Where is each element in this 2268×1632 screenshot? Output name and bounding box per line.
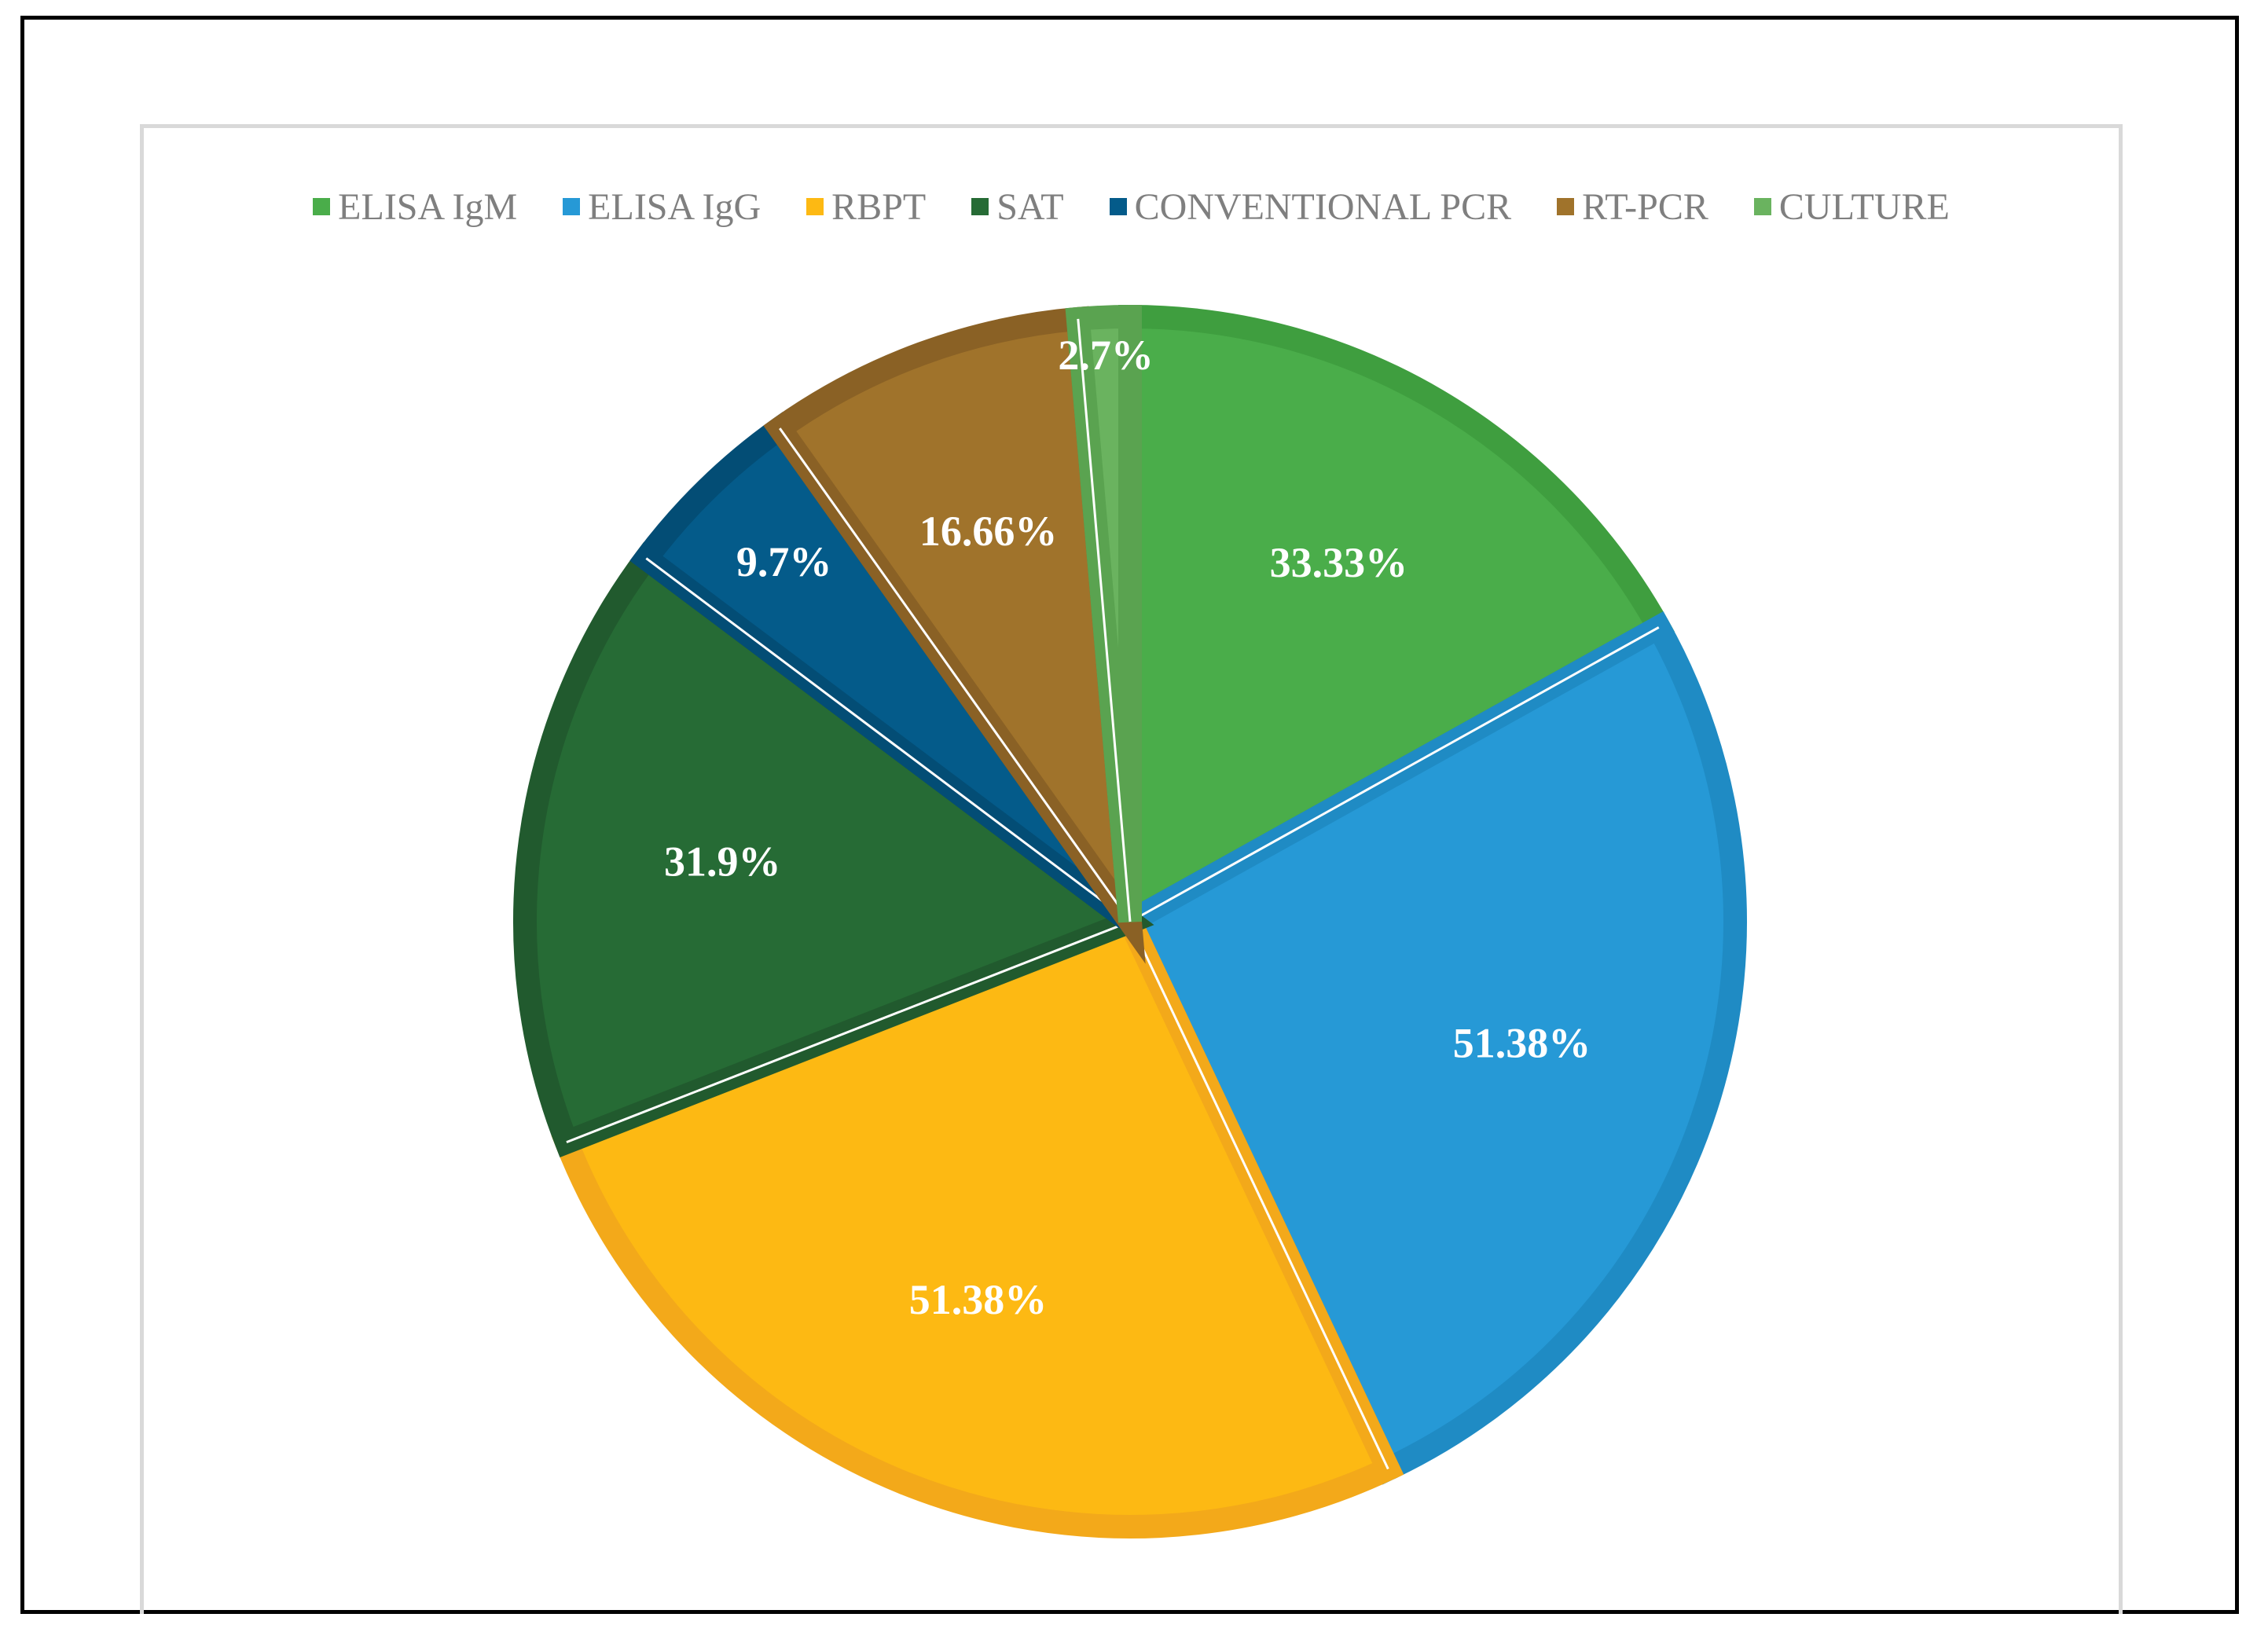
data-label-sat: 31.9% bbox=[664, 838, 781, 886]
data-label-rt-pcr: 16.66% bbox=[919, 508, 1058, 555]
legend-swatch bbox=[806, 198, 824, 215]
data-label-culture: 2.7% bbox=[1058, 332, 1154, 379]
legend-item-rbpt: RBPT bbox=[806, 185, 926, 229]
legend-swatch bbox=[563, 198, 581, 215]
chart-legend: ELISA IgM ELISA IgG RBPT SAT CONVENTIONA… bbox=[140, 179, 2123, 234]
legend-label: ELISA IgG bbox=[588, 185, 762, 228]
slice-separator bbox=[779, 427, 1132, 922]
legend-swatch bbox=[313, 198, 331, 215]
legend-item-elisa-igm: ELISA IgM bbox=[313, 185, 517, 229]
legend-label: SAT bbox=[996, 185, 1064, 228]
legend-swatch bbox=[1557, 198, 1575, 215]
slice-separator bbox=[1129, 626, 1660, 923]
data-label-elisa-igg: 51.38% bbox=[1453, 1020, 1591, 1067]
slice-separator bbox=[645, 557, 1131, 923]
legend-label: RBPT bbox=[831, 185, 927, 228]
data-label-rbpt: 51.38% bbox=[909, 1276, 1048, 1323]
slice-separator bbox=[1128, 921, 1389, 1470]
legend-item-elisa-igg: ELISA IgG bbox=[563, 185, 761, 229]
legend-swatch bbox=[1109, 198, 1127, 215]
legend-swatch bbox=[971, 198, 989, 215]
legend-label: CONVENTIONAL PCR bbox=[1134, 185, 1512, 228]
pie-slice-rt-pcr bbox=[763, 306, 1146, 964]
legend-item-culture: CULTURE bbox=[1753, 185, 1950, 229]
legend-label: RT-PCR bbox=[1582, 185, 1708, 228]
plot-area-frame bbox=[140, 124, 2123, 1614]
data-label-elisa-igm: 33.33% bbox=[1270, 539, 1408, 586]
data-label-conventional-pcr: 9.7% bbox=[736, 538, 832, 585]
legend-item-sat: SAT bbox=[971, 185, 1064, 229]
slice-separator bbox=[1077, 318, 1132, 922]
pie-slice-elisa-igm bbox=[1118, 304, 1675, 942]
legend-item-rt-pcr: RT-PCR bbox=[1557, 185, 1708, 229]
slice-separator bbox=[566, 920, 1131, 1143]
legend-swatch bbox=[1753, 198, 1771, 215]
legend-label: CULTURE bbox=[1778, 185, 1950, 228]
pie-slice-sat bbox=[513, 541, 1154, 1158]
legend-label: ELISA IgM bbox=[338, 185, 518, 228]
legend-item-conventional-pcr: CONVENTIONAL PCR bbox=[1109, 185, 1512, 229]
